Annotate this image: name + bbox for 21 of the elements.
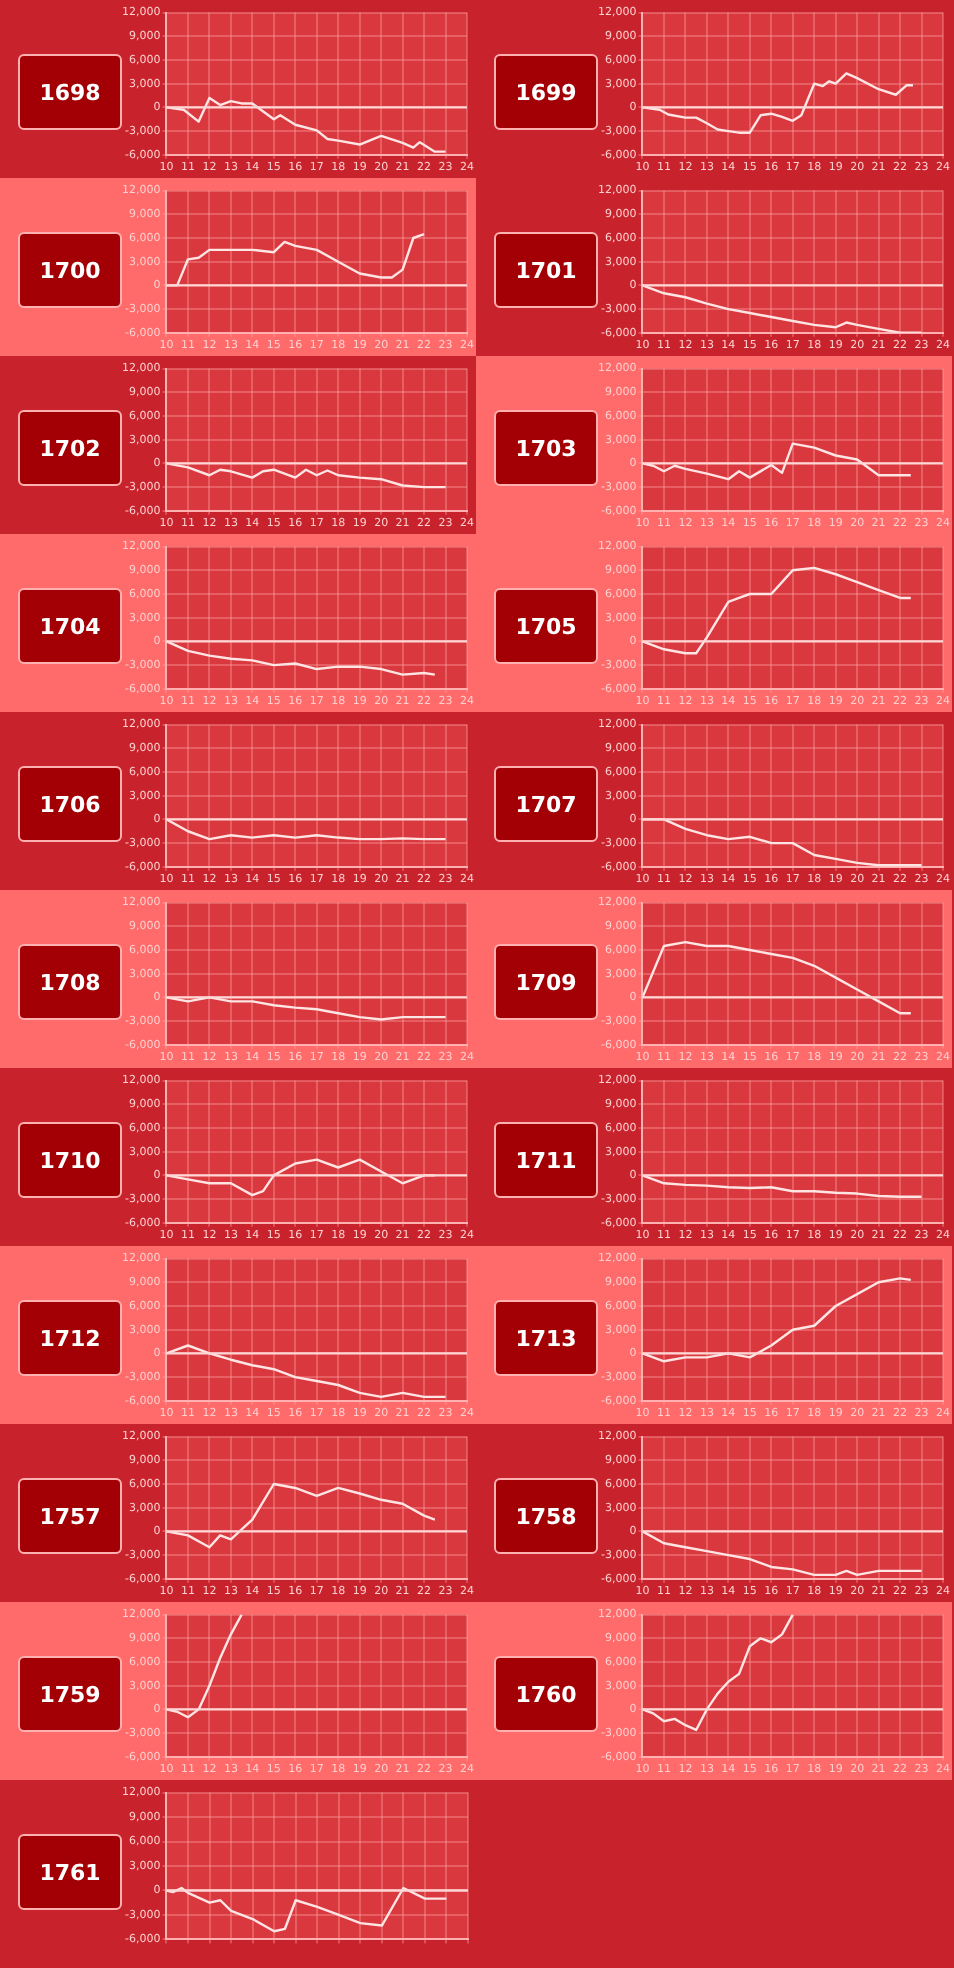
text: 1703 — [494, 410, 598, 486]
text: 1698 — [18, 54, 122, 130]
text: 1709 — [494, 944, 598, 1020]
text: 1759 — [18, 1656, 122, 1732]
text: 1708 — [18, 944, 122, 1020]
text: 1706 — [18, 766, 122, 842]
text: 1713 — [494, 1300, 598, 1376]
text: 1702 — [18, 410, 122, 486]
text: 1704 — [18, 588, 122, 664]
text: 1699 — [494, 54, 598, 130]
text: 1757 — [18, 1478, 122, 1554]
text: 1712 — [18, 1300, 122, 1376]
text: 1700 — [18, 232, 122, 308]
text: 1758 — [494, 1478, 598, 1554]
text: 1761 — [18, 1834, 122, 1910]
text: 1705 — [494, 588, 598, 664]
text: 1707 — [494, 766, 598, 842]
text: 1701 — [494, 232, 598, 308]
text: 1710 — [18, 1122, 122, 1198]
text: 1711 — [494, 1122, 598, 1198]
text: 1760 — [494, 1656, 598, 1732]
